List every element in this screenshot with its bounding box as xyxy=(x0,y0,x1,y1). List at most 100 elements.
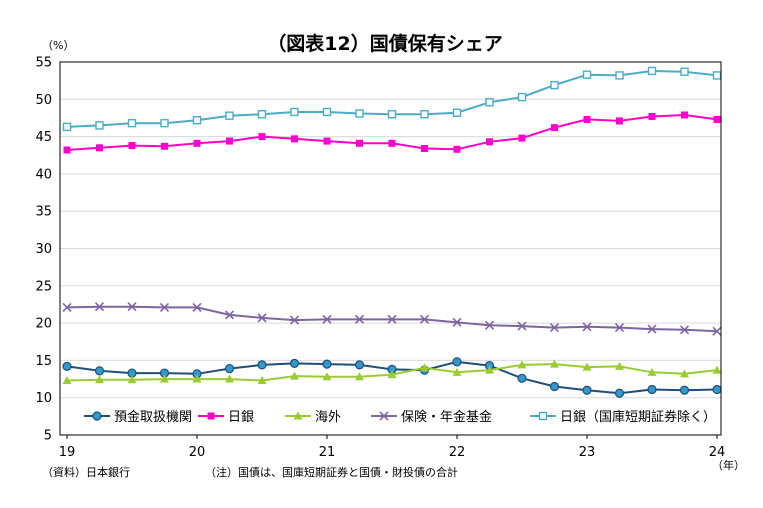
plot-area-border xyxy=(59,61,722,436)
data-point xyxy=(127,375,137,384)
data-point-stroke xyxy=(62,302,72,312)
data-point xyxy=(293,411,303,420)
data-point xyxy=(452,317,462,327)
data-point-stroke xyxy=(549,323,560,333)
data-point xyxy=(207,412,215,420)
data-point xyxy=(127,302,137,312)
data-point xyxy=(387,314,397,324)
data-point xyxy=(549,381,560,392)
data-point-stroke xyxy=(192,302,202,312)
data-point xyxy=(452,367,462,376)
x-tick-label: 22 xyxy=(449,445,466,460)
data-point xyxy=(354,314,365,324)
data-point-stroke xyxy=(257,313,267,323)
data-point xyxy=(379,411,389,421)
data-point xyxy=(388,139,396,147)
legend-label: 保険・年金基金 xyxy=(401,409,492,425)
x-tick-label: 23 xyxy=(579,445,596,460)
data-point-stroke xyxy=(322,314,332,324)
data-point xyxy=(159,302,170,312)
data-point xyxy=(289,358,300,368)
legend-item: 海外 xyxy=(285,410,341,425)
data-point xyxy=(712,71,722,80)
data-point xyxy=(192,115,202,125)
legend-item: 日銀（国庫短期証券除く） xyxy=(530,409,716,425)
data-point xyxy=(192,374,202,383)
footnote: （注）国債は、国庫短期証券と国債・財投債の合計 xyxy=(205,465,458,479)
data-point-stroke xyxy=(484,320,495,330)
data-point xyxy=(224,364,235,374)
series-4 xyxy=(62,302,722,336)
data-point-stroke xyxy=(582,322,592,332)
data-point-stroke xyxy=(387,314,397,324)
data-point xyxy=(582,362,592,371)
x-tick-label: 24 xyxy=(709,445,726,460)
data-point xyxy=(258,133,266,141)
data-point xyxy=(583,115,591,123)
data-point xyxy=(614,323,625,333)
data-point xyxy=(291,135,298,143)
data-point xyxy=(192,302,202,312)
data-point-stroke xyxy=(159,302,170,312)
y-tick-label: 50 xyxy=(35,93,52,108)
data-point xyxy=(95,375,104,384)
data-point xyxy=(62,302,72,312)
x-axis-unit: （年） xyxy=(712,458,745,472)
data-point xyxy=(421,145,428,153)
series-2 xyxy=(63,111,721,154)
legend-label: 日銀 xyxy=(228,410,254,425)
data-point-stroke xyxy=(224,310,235,320)
data-point xyxy=(128,142,136,150)
data-point xyxy=(322,314,332,324)
data-point-stroke xyxy=(712,326,722,336)
data-point-stroke xyxy=(614,323,625,333)
data-point xyxy=(94,302,105,312)
data-point xyxy=(62,376,72,385)
y-tick-label: 10 xyxy=(35,391,52,406)
data-point xyxy=(538,411,548,421)
data-point xyxy=(679,385,690,395)
data-point xyxy=(712,365,722,374)
y-tick-label: 30 xyxy=(35,242,52,257)
y-tick-label: 35 xyxy=(35,205,52,220)
x-tick-label: 19 xyxy=(59,445,76,460)
y-tick-label: 20 xyxy=(35,317,52,332)
y-tick-label: 15 xyxy=(35,354,52,369)
data-point xyxy=(452,108,462,117)
y-tick-labels: 5 10 15 20 25 30 35 40 45 50 55 xyxy=(35,56,52,444)
legend-label: 預金取扱機関 xyxy=(114,409,192,425)
chart-title: （図表12）国債保有シェア xyxy=(267,32,502,55)
data-point xyxy=(648,112,656,120)
data-point xyxy=(62,361,72,371)
data-point xyxy=(712,384,722,395)
data-point xyxy=(355,109,364,118)
data-point xyxy=(582,322,592,332)
x-tick-label: 21 xyxy=(319,445,336,460)
data-point xyxy=(582,70,592,79)
data-point xyxy=(517,373,527,383)
y-tick-label: 55 xyxy=(35,56,52,71)
data-point xyxy=(193,139,201,147)
data-point xyxy=(95,121,104,130)
data-point-stroke xyxy=(517,321,527,331)
series-1 xyxy=(62,357,722,398)
data-point-stroke xyxy=(289,315,300,325)
data-point xyxy=(680,369,689,378)
data-point-stroke xyxy=(679,325,690,335)
data-point xyxy=(486,138,493,146)
data-point xyxy=(225,374,234,383)
data-point-stroke xyxy=(127,302,137,312)
data-point xyxy=(679,325,690,335)
data-point xyxy=(161,142,168,150)
data-point xyxy=(550,359,559,368)
legend: 預金取扱機関 日銀 海外 保険・年金基金 日銀（国庫短期証券除く） xyxy=(84,409,716,425)
data-point xyxy=(92,411,102,421)
data-point xyxy=(323,137,331,145)
legend-item: 保険・年金基金 xyxy=(371,409,492,425)
data-point xyxy=(614,388,625,398)
data-point xyxy=(616,117,623,125)
data-point xyxy=(225,111,234,120)
data-point xyxy=(290,371,299,380)
data-point xyxy=(387,370,397,379)
data-point xyxy=(680,67,689,76)
